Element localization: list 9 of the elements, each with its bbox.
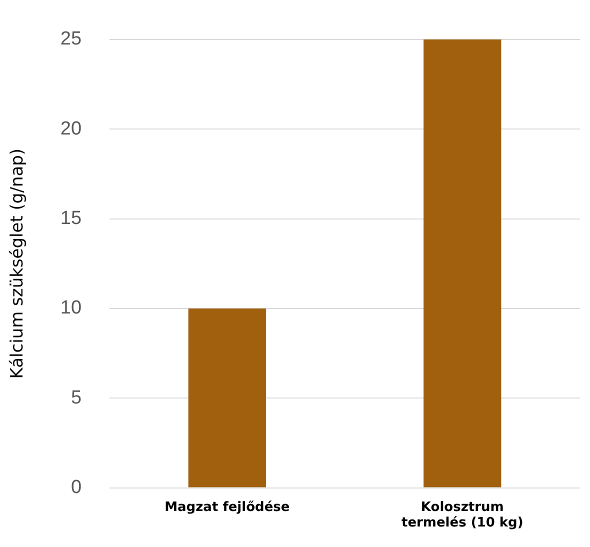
y-tick-label: 15 xyxy=(60,208,82,229)
y-tick-label: 5 xyxy=(70,387,82,408)
x-tick-label: Magzat fejlődése xyxy=(164,500,290,515)
y-axis-title: Kálcium szükséglet (g/nap) xyxy=(8,148,28,379)
x-tick-label: Kolosztrum termelés (10 kg) xyxy=(401,500,524,531)
y-tick-label: 20 xyxy=(60,118,82,140)
y-tick-label: 10 xyxy=(60,298,82,319)
y-tick-label: 25 xyxy=(60,28,82,50)
y-tick-label: 0 xyxy=(70,477,82,498)
